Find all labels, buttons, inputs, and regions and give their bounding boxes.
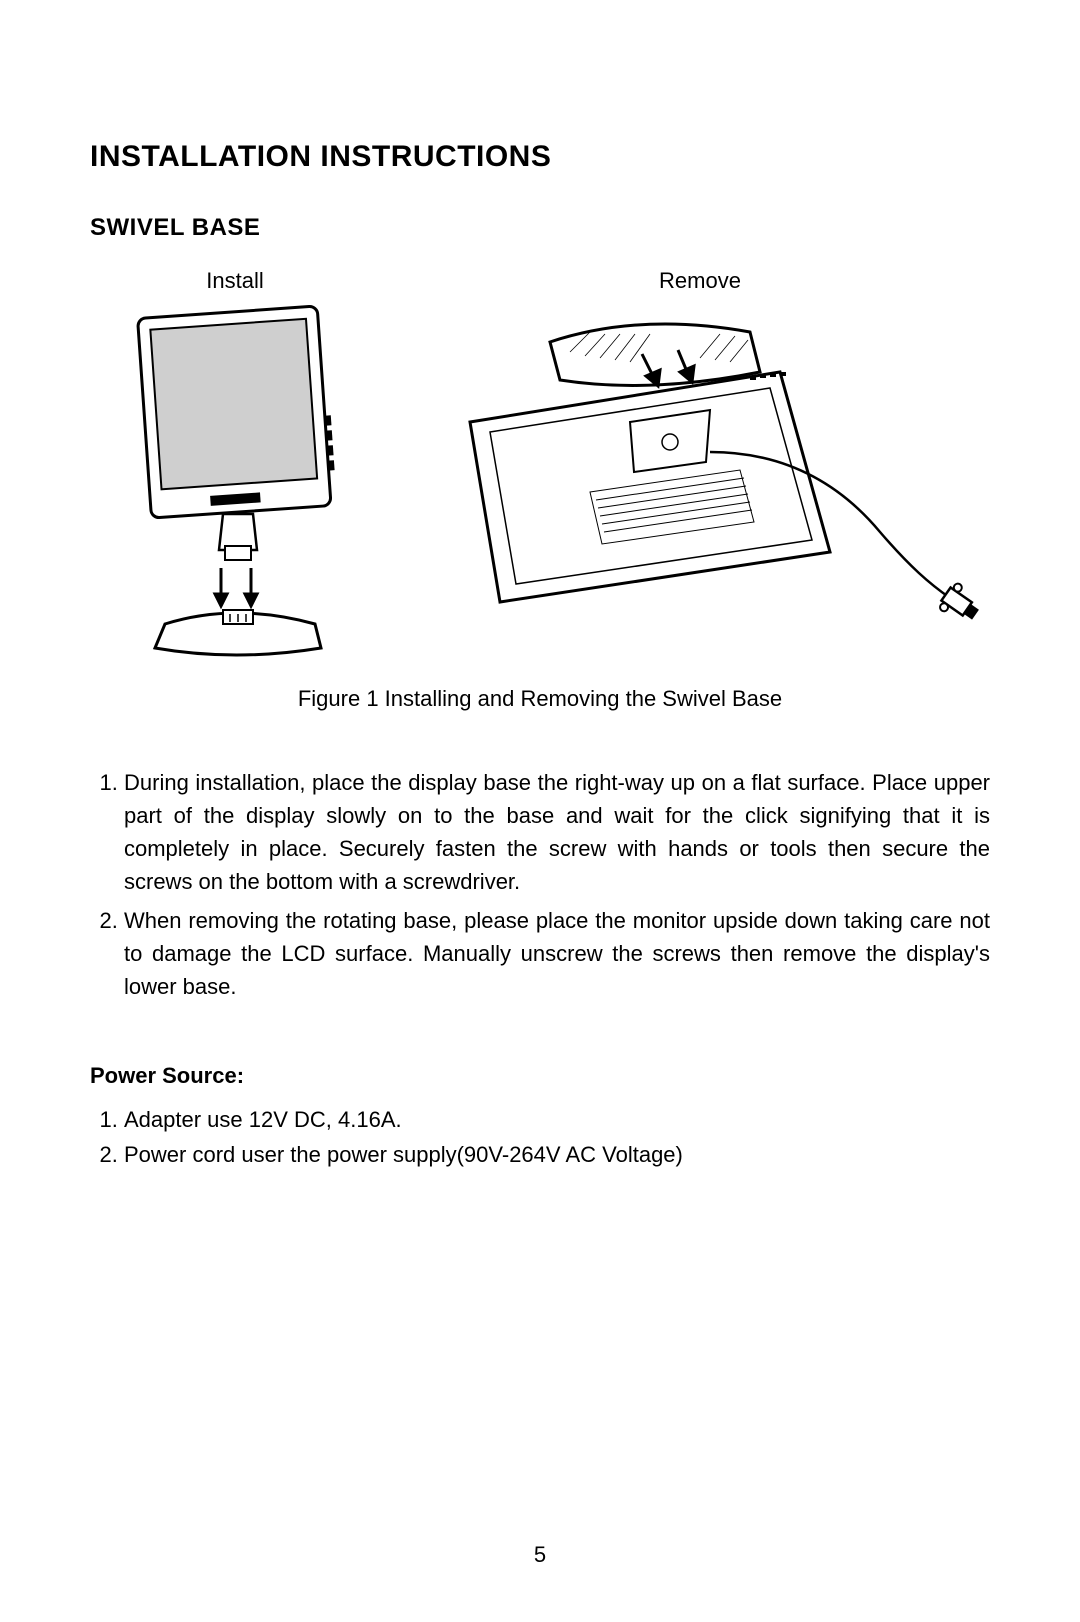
step-item: During installation, place the display b… xyxy=(124,766,990,898)
figure-remove-column: Remove xyxy=(410,268,990,632)
install-illustration xyxy=(105,302,365,662)
power-item: Adapter use 12V DC, 4.16A. xyxy=(124,1103,990,1136)
step-item: When removing the rotating base, please … xyxy=(124,904,990,1003)
page-title: INSTALLATION INSTRUCTIONS xyxy=(90,140,990,174)
figure-row: Install xyxy=(90,268,990,662)
remove-illustration xyxy=(410,302,990,632)
figure-install-label: Install xyxy=(206,268,263,294)
figure-caption: Figure 1 Installing and Removing the Swi… xyxy=(90,686,990,712)
page-number: 5 xyxy=(0,1542,1080,1568)
installation-steps-list: During installation, place the display b… xyxy=(90,766,990,1003)
document-page: INSTALLATION INSTRUCTIONS SWIVEL BASE In… xyxy=(0,0,1080,1622)
figure-install-column: Install xyxy=(90,268,380,662)
power-item: Power cord user the power supply(90V-264… xyxy=(124,1138,990,1171)
power-source-heading: Power Source: xyxy=(90,1063,990,1089)
figure-remove-label: Remove xyxy=(659,268,741,294)
power-source-list: Adapter use 12V DC, 4.16A. Power cord us… xyxy=(90,1103,990,1171)
section-subheading: SWIVEL BASE xyxy=(90,214,990,242)
